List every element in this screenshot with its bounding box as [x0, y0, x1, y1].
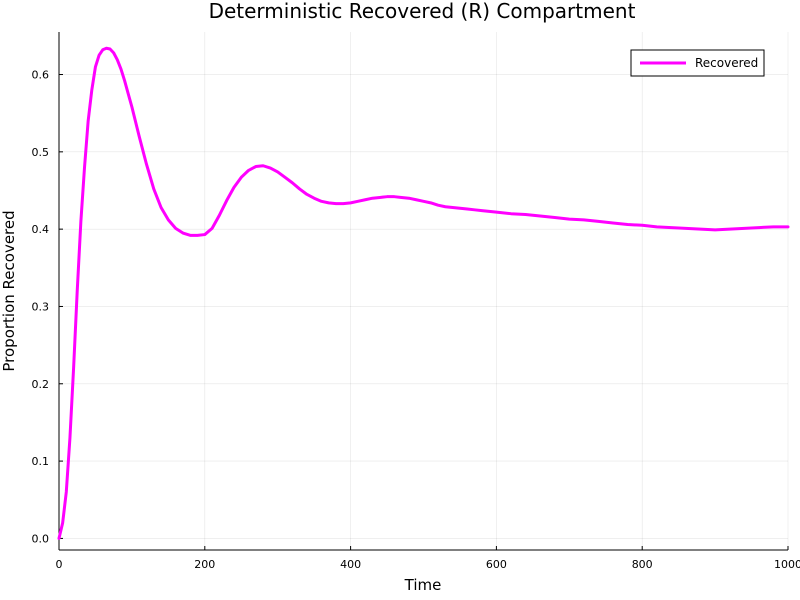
series-lines	[57, 46, 790, 540]
y-tick-label-5: 0.5	[32, 146, 50, 159]
grid-lines	[58, 32, 789, 550]
axes	[58, 32, 789, 551]
x-tick-label-4: 800	[632, 558, 653, 571]
x-axis-label: Time	[404, 576, 442, 594]
y-axis-label: Proportion Recovered	[0, 210, 18, 371]
plot-area: 0 200 400 600 800 1000 0.0 0.1 0.2 0.3 0.4 0.5 0.6	[32, 32, 800, 571]
x-tick-label-1: 200	[194, 558, 215, 571]
x-tick-label-5: 1000	[774, 558, 800, 571]
legend: Recovered	[630, 49, 765, 77]
y-tick-label-0: 0.0	[32, 532, 50, 545]
legend-label-recovered: Recovered	[695, 56, 758, 70]
x-tick-label-2: 400	[340, 558, 361, 571]
x-tick-label-0: 0	[56, 558, 63, 571]
chart-title: Deterministic Recovered (R) Compartment	[209, 0, 636, 23]
y-tick-label-2: 0.2	[32, 378, 50, 391]
y-tick-label-4: 0.4	[32, 223, 50, 236]
tick-labels: 0 200 400 600 800 1000 0.0 0.1 0.2 0.3 0.4 0.5 0.6	[32, 69, 800, 571]
series-line-recovered	[57, 46, 790, 540]
x-tick-label-3: 600	[486, 558, 507, 571]
y-tick-label-3: 0.3	[32, 300, 50, 313]
y-tick-label-1: 0.1	[32, 455, 50, 468]
y-tick-label-6: 0.6	[32, 69, 50, 82]
